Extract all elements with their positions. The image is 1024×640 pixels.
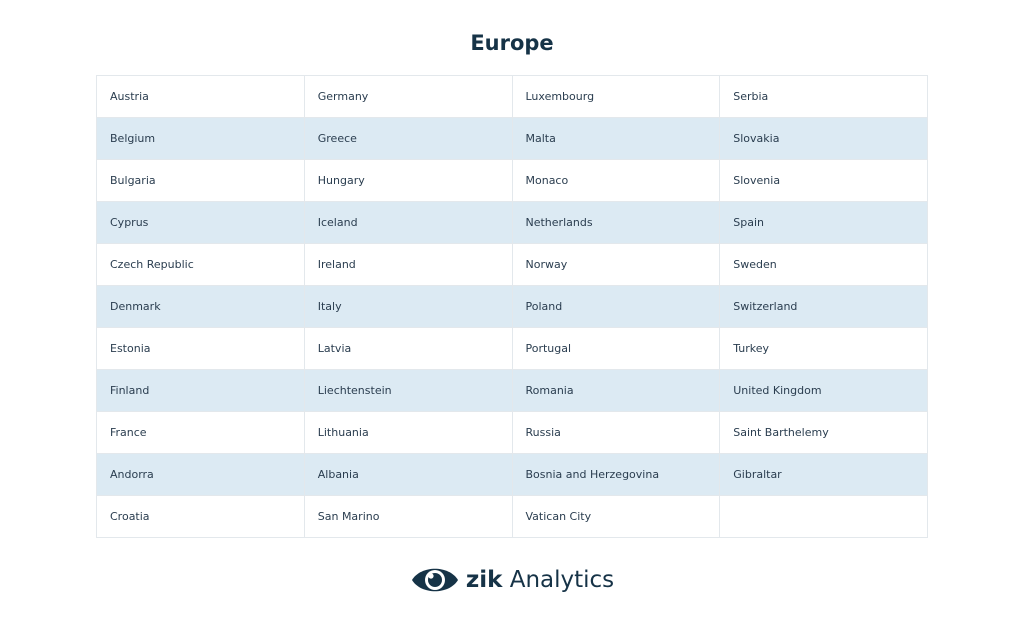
table-row: Austria Germany Luxembourg Serbia xyxy=(96,75,928,118)
table-cell: Andorra xyxy=(96,453,305,496)
table-row: Czech Republic Ireland Norway Sweden xyxy=(96,243,928,286)
table-cell: Turkey xyxy=(719,327,928,370)
table-cell: Austria xyxy=(96,75,305,118)
table-cell xyxy=(719,495,928,538)
table-cell: Latvia xyxy=(303,327,513,370)
table-cell: Spain xyxy=(719,201,928,244)
table-cell: Slovenia xyxy=(719,159,928,202)
table-row: Bulgaria Hungary Monaco Slovenia xyxy=(96,159,928,202)
table-cell: Czech Republic xyxy=(96,243,305,286)
table-cell: United Kingdom xyxy=(719,369,928,412)
table-cell: Portugal xyxy=(511,327,721,370)
table-cell: Switzerland xyxy=(719,285,928,328)
table-row: Andorra Albania Bosnia and Herzegovina G… xyxy=(96,453,928,496)
table-row: Cyprus Iceland Netherlands Spain xyxy=(96,201,928,244)
table-cell: Saint Barthelemy xyxy=(719,411,928,454)
table-cell: Belgium xyxy=(96,117,305,160)
table-cell: San Marino xyxy=(303,495,513,538)
table-cell: Norway xyxy=(511,243,721,286)
table-cell: Romania xyxy=(511,369,721,412)
table-cell: Luxembourg xyxy=(511,75,721,118)
table-cell: Ireland xyxy=(303,243,513,286)
table-cell: Lithuania xyxy=(303,411,513,454)
table-row: Belgium Greece Malta Slovakia xyxy=(96,117,928,160)
zik-analytics-logo: zik Analytics xyxy=(0,562,1024,598)
table-cell: Bulgaria xyxy=(96,159,305,202)
page-title: Europe xyxy=(470,31,554,55)
table-cell: Slovakia xyxy=(719,117,928,160)
table-cell: Serbia xyxy=(719,75,928,118)
eye-icon xyxy=(411,568,458,592)
logo-brand: zik xyxy=(465,567,503,593)
table-row: France Lithuania Russia Saint Barthelemy xyxy=(96,411,928,454)
logo-wordmark: zik Analytics xyxy=(466,562,614,598)
logo-product: Analytics xyxy=(509,567,615,593)
table-row: Estonia Latvia Portugal Turkey xyxy=(96,327,928,370)
table-cell: Vatican City xyxy=(511,495,721,538)
table-cell: Netherlands xyxy=(511,201,721,244)
table-cell: Russia xyxy=(511,411,721,454)
table-cell: Croatia xyxy=(96,495,305,538)
table-cell: Iceland xyxy=(303,201,513,244)
table-cell: Denmark xyxy=(96,285,305,328)
table-cell: Sweden xyxy=(719,243,928,286)
table-cell: Bosnia and Herzegovina xyxy=(511,453,721,496)
table-cell: Gibraltar xyxy=(719,453,928,496)
table-cell: Liechtenstein xyxy=(303,369,513,412)
table-cell: Finland xyxy=(96,369,305,412)
country-table: Austria Germany Luxembourg Serbia Belgiu… xyxy=(96,75,928,538)
table-row: Croatia San Marino Vatican City xyxy=(96,495,928,538)
table-cell: Cyprus xyxy=(96,201,305,244)
table-cell: Malta xyxy=(511,117,721,160)
table-cell: Monaco xyxy=(511,159,721,202)
table-cell: Germany xyxy=(303,75,513,118)
table-cell: Hungary xyxy=(303,159,513,202)
table-cell: Italy xyxy=(303,285,513,328)
table-cell: Greece xyxy=(303,117,513,160)
table-row: Finland Liechtenstein Romania United Kin… xyxy=(96,369,928,412)
table-cell: France xyxy=(96,411,305,454)
table-row: Denmark Italy Poland Switzerland xyxy=(96,285,928,328)
table-cell: Estonia xyxy=(96,327,305,370)
table-cell: Poland xyxy=(511,285,721,328)
table-cell: Albania xyxy=(303,453,513,496)
